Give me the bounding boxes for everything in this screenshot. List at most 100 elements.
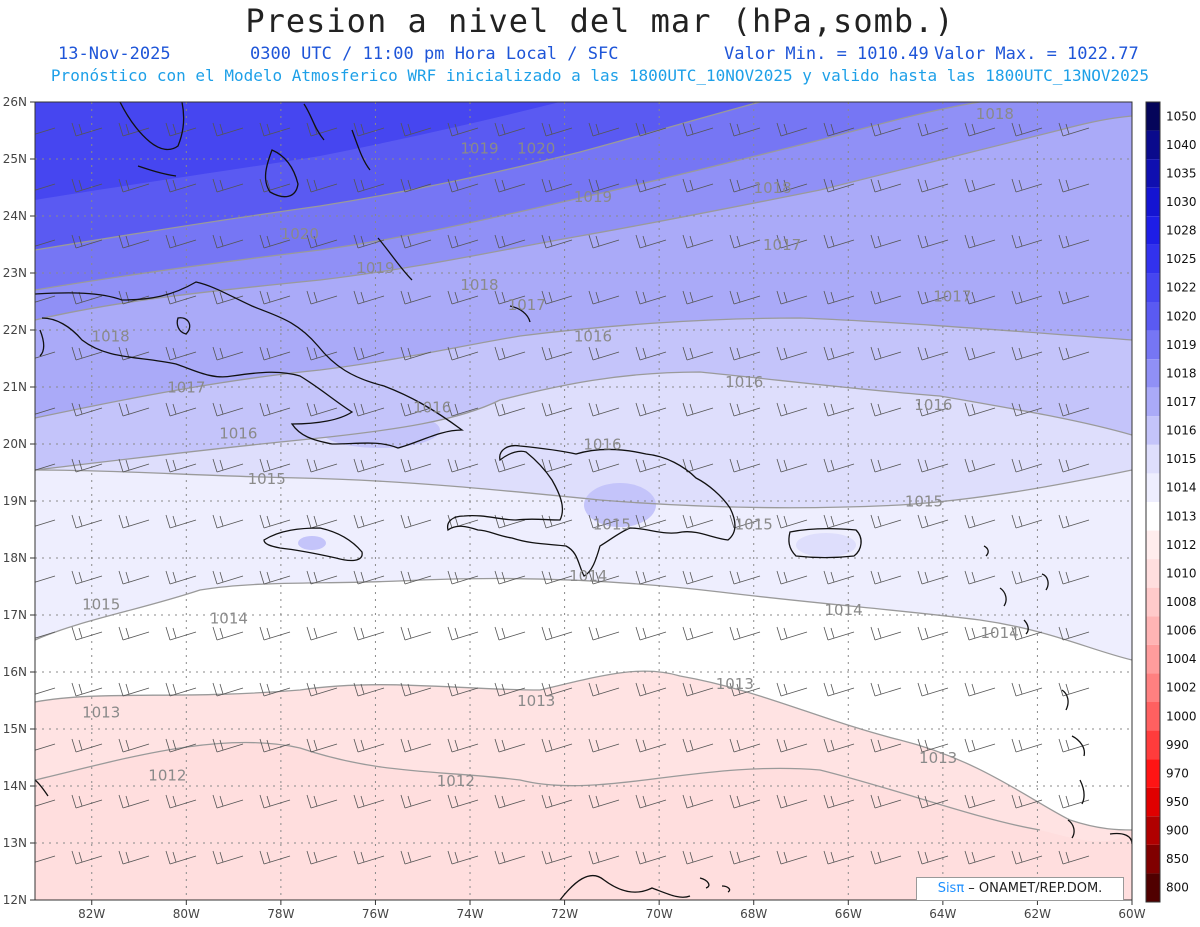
colorbar-label: 1016 xyxy=(1166,424,1197,438)
wind-barb xyxy=(165,738,197,753)
wind-barb xyxy=(1011,682,1043,697)
wind-barb xyxy=(494,850,526,865)
wind-barb xyxy=(212,290,244,305)
wind-barb xyxy=(118,234,150,249)
wind-barb xyxy=(588,178,620,193)
coast-cuba-west xyxy=(39,329,45,357)
wind-barb xyxy=(353,570,385,585)
contour-1020 xyxy=(35,102,981,291)
colorbar-swatch xyxy=(1146,359,1160,388)
wind-barb xyxy=(71,626,103,641)
colorbar-label: 990 xyxy=(1166,738,1189,752)
contour-label: 1013 xyxy=(716,675,754,693)
lat-tick-label: 20N xyxy=(3,437,27,451)
coast-abc-islands xyxy=(699,877,731,893)
wind-barb xyxy=(776,346,808,361)
colorbar-label: 1019 xyxy=(1166,338,1197,352)
contour-label: 1015 xyxy=(905,493,943,511)
colorbar-swatch xyxy=(1146,559,1160,588)
contour-label: 1012 xyxy=(148,766,186,784)
lon-tick-label: 78W xyxy=(267,907,294,921)
wind-barb xyxy=(494,234,526,249)
wind-barb xyxy=(729,514,761,529)
colorbar-swatch xyxy=(1146,444,1160,474)
wind-barb xyxy=(353,850,385,865)
wind-barb xyxy=(212,626,244,641)
wind-barb xyxy=(165,458,197,473)
wind-barb xyxy=(870,402,902,417)
lat-tick-label: 15N xyxy=(3,722,27,736)
band-1017 xyxy=(35,318,1132,470)
wind-barb xyxy=(776,850,808,865)
wind-barb xyxy=(71,346,103,361)
wind-barb xyxy=(35,799,56,807)
wind-barb xyxy=(635,570,667,585)
wind-barb xyxy=(870,514,902,529)
wind-barb xyxy=(588,738,620,753)
wind-barb xyxy=(729,402,761,417)
colorbar-label: 1012 xyxy=(1166,538,1197,552)
wind-barb xyxy=(35,239,56,247)
wind-barb xyxy=(400,458,432,473)
wind-barb xyxy=(400,178,432,193)
wind-barb xyxy=(71,738,103,753)
pocket-puertorico xyxy=(796,533,856,557)
wind-barb xyxy=(447,626,479,641)
wind-barb xyxy=(541,122,573,137)
wind-barb xyxy=(964,346,996,361)
wind-barb xyxy=(541,738,573,753)
wind-barb xyxy=(118,458,150,473)
wind-barb xyxy=(541,626,573,641)
wind-barb xyxy=(494,290,526,305)
colorbar-swatch xyxy=(1146,616,1160,645)
wind-barb xyxy=(353,458,385,473)
wind-barb xyxy=(71,122,103,137)
coast-bahamas-andros xyxy=(264,149,299,198)
lat-tick-label: 13N xyxy=(3,836,27,850)
contour-label: 1018 xyxy=(460,276,498,294)
colorbar-swatch xyxy=(1146,130,1160,160)
wind-barb xyxy=(259,458,291,473)
wind-barb xyxy=(35,575,56,583)
coast-venezuela xyxy=(559,874,691,900)
wind-barb xyxy=(447,458,479,473)
contour-label: 1018 xyxy=(754,179,792,197)
wind-barb xyxy=(259,122,291,137)
wind-barb xyxy=(1011,850,1043,865)
wind-barb xyxy=(494,570,526,585)
wind-barb xyxy=(870,738,902,753)
wind-barb xyxy=(917,682,949,697)
wind-barb xyxy=(964,850,996,865)
wind-barb xyxy=(541,346,573,361)
wind-barb xyxy=(776,402,808,417)
wind-barb xyxy=(1058,346,1090,361)
min-value: Valor Min. = 1010.49 xyxy=(724,44,929,64)
wind-barb xyxy=(165,402,197,417)
lon-tick-label: 74W xyxy=(456,907,483,921)
contour-label: 1017 xyxy=(167,379,205,397)
wind-barb xyxy=(212,234,244,249)
colorbar-label: 1013 xyxy=(1166,509,1197,523)
colorbar-swatch xyxy=(1146,759,1160,788)
wind-barb xyxy=(306,290,338,305)
wind-barb xyxy=(635,122,667,137)
colorbar-swatch xyxy=(1146,730,1160,760)
wind-barb xyxy=(870,122,902,137)
band-1014-white xyxy=(35,573,1132,640)
coast-hispaniola xyxy=(446,444,736,577)
wind-barb xyxy=(71,178,103,193)
contour-label: 1015 xyxy=(82,595,120,613)
wind-barbs xyxy=(35,122,1090,865)
wind-barb xyxy=(400,122,432,137)
wind-barb xyxy=(541,178,573,193)
wind-barb xyxy=(447,290,479,305)
wind-barb xyxy=(682,626,714,641)
wind-barb xyxy=(353,234,385,249)
latitude-ticks: 26N 25N 24N 23N 22N 21N 20N 19N 18N 17N 16N 15N 14N 1… xyxy=(3,95,35,907)
wind-barb xyxy=(35,407,56,415)
wind-barb xyxy=(494,738,526,753)
wind-barb xyxy=(1058,234,1090,249)
wind-barb xyxy=(259,626,291,641)
colorbar-swatch xyxy=(1146,244,1160,274)
